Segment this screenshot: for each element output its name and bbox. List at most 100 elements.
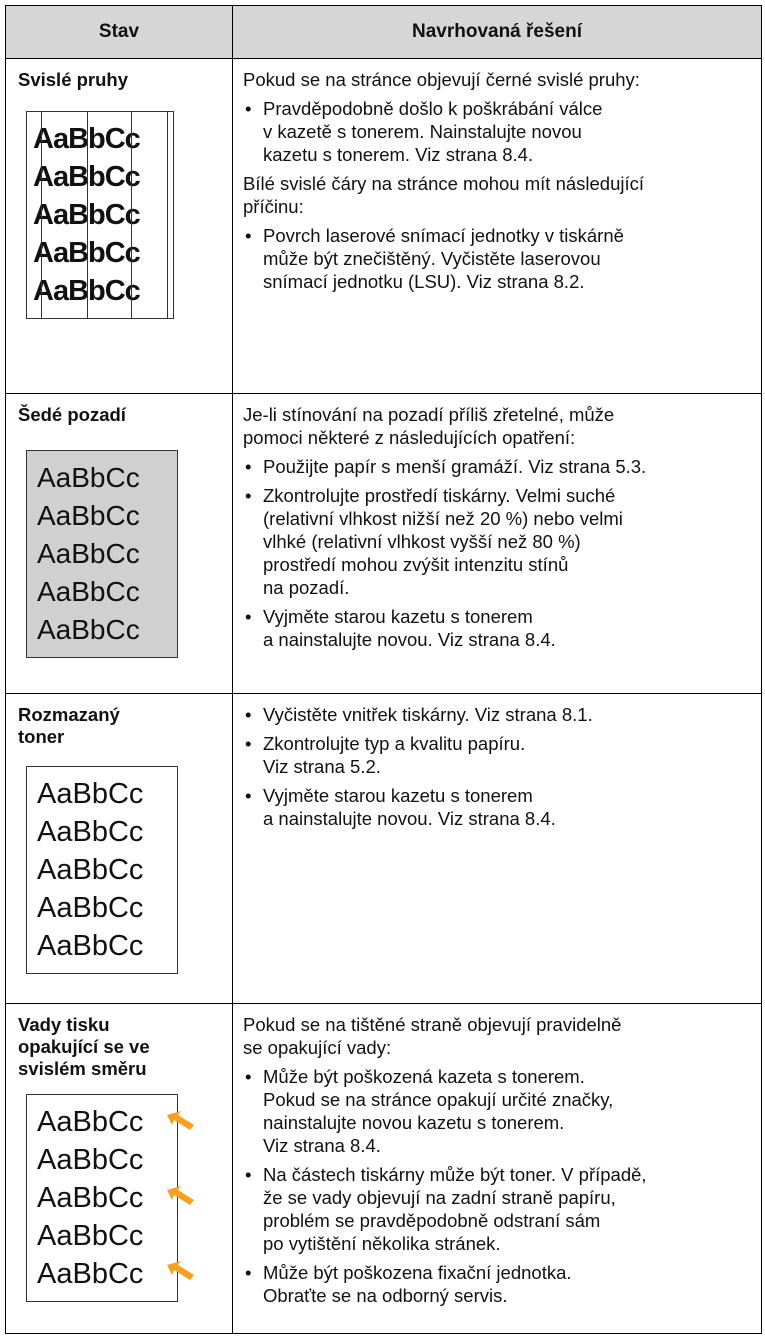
text-line: příčinu: bbox=[243, 196, 304, 217]
text-line: po vytištění několika stránek. bbox=[263, 1233, 501, 1254]
bullet-item: Na částech tiskárny může být toner. V př… bbox=[243, 1163, 757, 1255]
troubleshooting-table: Stav Navrhovaná řešení Svislé pruhy AaBbC… bbox=[5, 5, 762, 1334]
sample-page: AaBbCc AaBbCc AaBbCc AaBbCc AaBbCc bbox=[26, 111, 174, 319]
solution-cell: Je-li stínování na pozadí příliš zřeteln… bbox=[232, 393, 762, 694]
problem-cell: Šedé pozadí AaBbCc AaBbCc AaBbCc AaBbCc AaBbC… bbox=[5, 393, 233, 694]
header-cell: Navrhovaná řešení bbox=[232, 5, 762, 59]
text-line: Vyjměte starou kazetu s tonerem bbox=[263, 606, 533, 627]
text-line: Bílé svislé čáry na stránce mohou mít ná… bbox=[243, 173, 645, 194]
paragraph: Bílé svislé čáry na stránce mohou mít ná… bbox=[243, 172, 757, 218]
sample-line: AaBbCc bbox=[37, 1258, 144, 1290]
streak-line bbox=[131, 112, 132, 318]
text-line: Může být poškozená kazeta s tonerem. bbox=[263, 1066, 585, 1087]
sample-page: AaBbCc AaBbCc AaBbCc AaBbCc AaBbCc bbox=[26, 766, 178, 974]
problem-line: svislém směru bbox=[18, 1058, 147, 1079]
sample-line: AaBbCc bbox=[37, 892, 144, 924]
sample-line: AaBbCc bbox=[33, 123, 141, 155]
problem-line: Svislé pruhy bbox=[18, 69, 129, 90]
bullet-item: Zkontrolujte typ a kvalitu papíru.Viz st… bbox=[243, 732, 757, 778]
problem-title: Šedé pozadí bbox=[6, 394, 232, 426]
sample-line: AaBbCc bbox=[37, 1220, 144, 1252]
text-line: Je-li stínování na pozadí příliš zřeteln… bbox=[243, 404, 615, 425]
solution-cell: Pokud se na stránce objevují černé svisl… bbox=[232, 58, 762, 394]
arrow bbox=[167, 1261, 194, 1280]
header-row: Stav Navrhovaná řešení bbox=[5, 5, 762, 59]
sample-page: AaBbCc AaBbCc AaBbCc AaBbCc AaBbCc bbox=[26, 1094, 194, 1302]
text-line: a nainstalujte novou. Viz strana 8.4. bbox=[263, 808, 556, 829]
sample-line: AaBbCc bbox=[37, 538, 140, 569]
streak-line bbox=[41, 112, 42, 318]
text-line: nainstalujte novou kazetu s tonerem. bbox=[263, 1112, 565, 1133]
text-line: pomoci některé z následujících opatření: bbox=[243, 427, 576, 448]
sample-line: AaBbCc bbox=[37, 816, 144, 848]
defect-arrows bbox=[167, 1111, 194, 1280]
text-line: Pokud se na stránce objevují černé svisl… bbox=[243, 69, 640, 90]
text-line: že se vady objevují na zadní straně papí… bbox=[263, 1187, 616, 1208]
paragraph: Je-li stínování na pozadí příliš zřeteln… bbox=[243, 403, 757, 449]
sample-line: AaBbCc bbox=[37, 1106, 144, 1138]
sample-line: AaBbCc bbox=[37, 576, 140, 607]
problem-cell: Vady tisku opakující se ve svislém směru Aa… bbox=[5, 1003, 233, 1334]
text-line: na pozadí. bbox=[263, 577, 350, 598]
problem-line: Rozmazaný bbox=[18, 704, 120, 725]
text-line: v kazetě s tonerem. Nainstalujte novou bbox=[263, 121, 582, 142]
table-row: Šedé pozadí AaBbCc AaBbCc AaBbCc AaBbCc AaBbC… bbox=[5, 393, 762, 694]
text-line: Vyčistěte vnitřek tiskárny. Viz strana 8… bbox=[263, 704, 593, 725]
problem-line: Šedé pozadí bbox=[18, 404, 126, 425]
text-line: kazetu s tonerem. Viz strana 8.4. bbox=[263, 144, 534, 165]
text-line: Může být poškozena fixační jednotka. bbox=[263, 1262, 572, 1283]
bullet-item: Může být poškozena fixační jednotka.Obra… bbox=[243, 1261, 757, 1307]
bullet-item: Pravděpodobně došlo k poškrábání válcev … bbox=[243, 97, 757, 166]
streak-line bbox=[87, 112, 88, 318]
problem-line: Vady tisku bbox=[18, 1014, 110, 1035]
sample-line: AaBbCc bbox=[37, 1144, 144, 1176]
text-line: Viz strana 8.4. bbox=[263, 1135, 381, 1156]
problem-cell: Svislé pruhy AaBbCc AaBbCc AaBbCc AaBbCc AaBb… bbox=[5, 58, 233, 394]
sample-line: AaBbCc bbox=[37, 500, 140, 531]
problem-title: Rozmazaný toner bbox=[6, 694, 232, 748]
sample-line: AaBbCc bbox=[37, 614, 140, 645]
problem-line: toner bbox=[18, 726, 65, 747]
table-body: Svislé pruhy AaBbCc AaBbCc AaBbCc AaBbCc AaBb… bbox=[5, 58, 762, 1334]
sample-line: AaBbCc bbox=[37, 778, 144, 810]
text-line: Zkontrolujte typ a kvalitu papíru. bbox=[263, 733, 526, 754]
sample-line: AaBbCc bbox=[33, 199, 141, 231]
sample-line: AaBbCc bbox=[37, 930, 144, 962]
text-line: Obraťte se na odborný servis. bbox=[263, 1285, 508, 1306]
bullet-item: Povrch laserové snímací jednotky v tiská… bbox=[243, 224, 757, 293]
text-line: Vyjměte starou kazetu s tonerem bbox=[263, 785, 533, 806]
header-cell: Stav bbox=[5, 5, 233, 59]
arrow bbox=[167, 1186, 194, 1205]
text-line: Zkontrolujte prostředí tiskárny. Velmi s… bbox=[263, 485, 616, 506]
text-line: Použijte papír s menší gramáží. Viz stra… bbox=[263, 456, 647, 477]
problem-title: Svislé pruhy bbox=[6, 59, 232, 91]
text-line: problém se pravděpodobně odstraní sám bbox=[263, 1210, 601, 1231]
bullet-item: Může být poškozená kazeta s tonerem.Poku… bbox=[243, 1065, 757, 1157]
text-line: Pokud se na stránce opakují určité značk… bbox=[263, 1089, 614, 1110]
table-row: Vady tisku opakující se ve svislém směru Aa… bbox=[5, 1003, 762, 1334]
sample-line: AaBbCc bbox=[33, 161, 141, 193]
solution-cell: Vyčistěte vnitřek tiskárny. Viz strana 8… bbox=[232, 693, 762, 1004]
text-line: Viz strana 5.2. bbox=[263, 756, 381, 777]
bullet-item: Použijte papír s menší gramáží. Viz stra… bbox=[243, 455, 757, 478]
bullet-item: Vyčistěte vnitřek tiskárny. Viz strana 8… bbox=[243, 703, 757, 726]
table-row: Rozmazaný toner AaBbCc AaBbCc AaBbCc AaBbCc Aa… bbox=[5, 693, 762, 1004]
text-line: snímací jednotku (LSU). Viz strana 8.2. bbox=[263, 271, 585, 292]
paragraph: Pokud se na stránce objevují černé svisl… bbox=[243, 68, 757, 91]
sample-page: AaBbCc AaBbCc AaBbCc AaBbCc AaBbCc bbox=[26, 450, 178, 658]
arrow bbox=[167, 1111, 194, 1130]
solution-cell: Pokud se na tištěné straně objevují prav… bbox=[232, 1003, 762, 1334]
problem-line: opakující se ve bbox=[18, 1036, 150, 1057]
text-line: Pokud se na tištěné straně objevují prav… bbox=[243, 1014, 622, 1035]
text-line: (relativní vlhkost nižší než 20 %) nebo … bbox=[263, 508, 623, 529]
text-line: Pravděpodobně došlo k poškrábání válce bbox=[263, 98, 603, 119]
bullet-item: Zkontrolujte prostředí tiskárny. Velmi s… bbox=[243, 484, 757, 599]
table-row: Svislé pruhy AaBbCc AaBbCc AaBbCc AaBbCc AaBb… bbox=[5, 58, 762, 394]
text-line: vlhké (relativní vlhkost vyšší než 80 %) bbox=[263, 531, 581, 552]
streak-line bbox=[167, 112, 168, 318]
text-line: se opakující vady: bbox=[243, 1037, 392, 1058]
text-line: Na částech tiskárny může být toner. V př… bbox=[263, 1164, 647, 1185]
